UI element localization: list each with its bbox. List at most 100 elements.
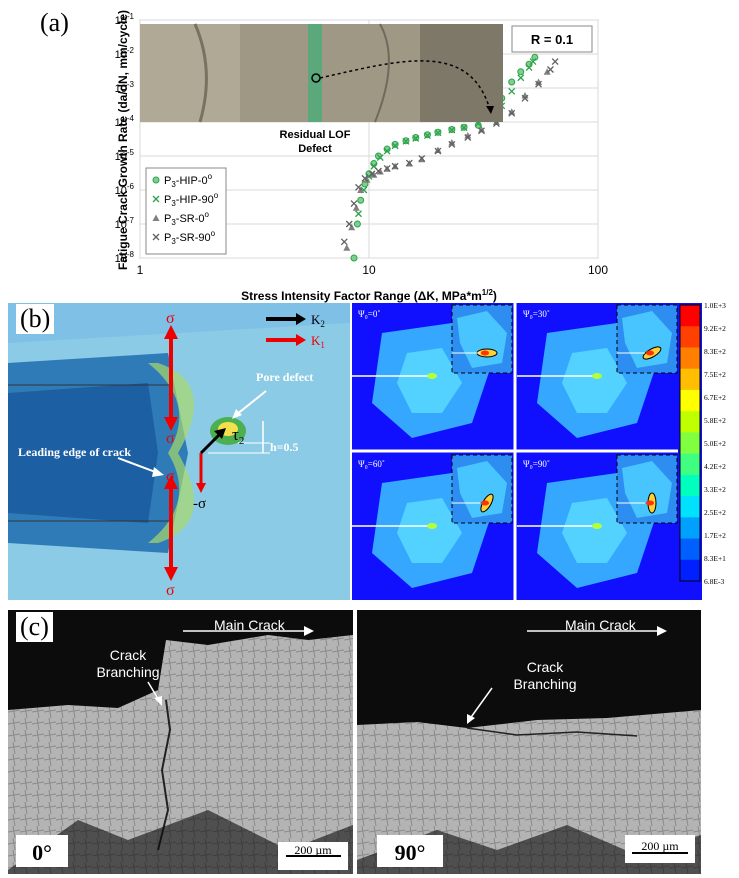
sigma-top: σ [166,310,175,327]
data-point [361,174,369,182]
colorbar: 1.0E+3 9.2E+2 8.3E+2 7.5E+2 6.7E+2 5.8E+2 5.0E… [679,303,738,600]
simulation-cell: Ψ₀=0˚ [352,304,513,438]
y-tick-label: 10-8 [115,250,135,265]
data-point [464,132,472,139]
data-point [152,195,160,203]
x-tick-labels: 1 10 100 [137,263,609,277]
colorbar-label: 5.8E+2 [704,416,726,425]
k1-legend-label: K1 [311,333,325,350]
defect-label-2: Defect [298,143,332,155]
scale-bar-right: 200 µm [641,839,679,853]
data-point [152,214,160,221]
data-point [551,58,559,66]
colorbar-label: 2.5E+2 [704,508,726,517]
colorbar-label: 3.3E+2 [704,485,726,494]
colorbar-segment [680,474,700,497]
y-tick-label: 10-7 [115,216,135,231]
colorbar-segment [680,517,700,540]
micrograph-left: Main Crack Crack Branching 0° 200 µm [8,610,353,874]
data-point [478,126,486,133]
x-tick-label: 1 [137,263,144,277]
y-tick-label: 10-5 [115,148,135,163]
sigma-mid-upper: σ [166,430,175,447]
fcgr-chart: 10-810-710-610-510-410-310-210-1 1 10 100 … [115,10,609,303]
simulation-cell: Ψ₀=60˚ [352,454,513,588]
data-point [402,137,410,145]
colorbar-segment [680,411,700,433]
data-point [508,78,516,86]
data-point [460,124,468,132]
y-tick-label: 10-2 [115,46,135,61]
simulation-cell: Ψ₀=90˚ [517,454,678,588]
data-point [376,154,384,162]
angle-label-right: 90° [395,840,426,865]
data-point [383,147,391,155]
data-point [508,87,516,95]
data-point [383,165,391,172]
sigma-bottom: σ [166,582,175,599]
angle-label-left: 0° [32,840,52,865]
colorbar-label: 8.3E+1 [704,554,726,563]
colorbar-label: 6.8E-3 [704,577,724,586]
colorbar-segment [680,538,700,561]
legend-label: P3-SR-90o [164,229,216,246]
panel-b-left: K2 K1 σ σ σ σ -σ τ2 h=0.5 Pore defect Le… [8,303,350,600]
k2-legend-label: K2 [311,312,325,329]
data-point [375,167,382,175]
panel-b-label: (b) [16,304,55,334]
psi-label: Ψ₀=30˚ [523,309,550,319]
data-point [464,134,472,141]
data-point [529,58,537,66]
data-point [405,159,413,167]
data-point [370,171,378,178]
data-point [376,168,384,175]
colorbar-segment [680,432,700,455]
branching-label-left-2: Branching [96,664,159,680]
y-axis-label: Fatigue Crack Growth Rate (da/dN, mm/cyc… [116,10,130,270]
r-ratio-label: R = 0.1 [531,32,573,47]
colorbar-segment [680,453,700,476]
colorbar-segment [680,496,700,518]
neg-sigma: -σ [193,496,206,512]
data-point [448,138,456,146]
data-point [412,134,420,142]
data-point [448,140,456,148]
colorbar-label: 9.2E+2 [704,324,726,333]
colorbar-segment [680,559,700,582]
main-crack-label-left: Main Crack [214,617,286,633]
data-point [434,129,442,137]
y-tick-label: 10-3 [115,80,135,95]
data-point [478,127,485,135]
data-point [355,183,362,191]
data-point [517,74,525,82]
data-point [543,68,551,75]
data-point [383,145,391,153]
data-point [368,170,376,178]
stress-field-diagram: K2 K1 σ σ σ σ -σ τ2 h=0.5 Pore defect Le… [8,310,350,600]
scale-bar-left: 200 µm [294,843,332,857]
sigma-mid-lower: σ [166,468,175,485]
data-point [521,94,529,102]
legend-label: P3-HIP-90o [164,191,219,208]
data-point [391,162,399,170]
x-tick-label: 10 [362,263,376,277]
data-point [343,244,351,251]
main-crack-label-right: Main Crack [565,617,637,633]
colorbar-label: 8.3E+2 [704,347,726,356]
data-point [535,78,543,86]
legend-label: P3-HIP-0o [164,172,213,189]
colorbar-segment [680,347,700,370]
y-tick-labels: 10-8 10-7 10-6 10-5 10-4 10-3 10-2 10-1 [115,12,135,265]
data-point [152,233,160,241]
data-point [517,68,525,76]
colorbar-label: 6.7E+2 [704,393,726,402]
data-point [423,132,431,139]
pore-defect-label: Pore defect [256,370,313,384]
panel-a-label: (a) [40,8,69,37]
h-label: h=0.5 [270,440,299,454]
data-point [448,126,456,134]
data-point [508,109,516,117]
data-point [353,220,361,228]
colorbar-label: 5.0E+2 [704,439,726,448]
colorbar-segment [680,368,700,391]
